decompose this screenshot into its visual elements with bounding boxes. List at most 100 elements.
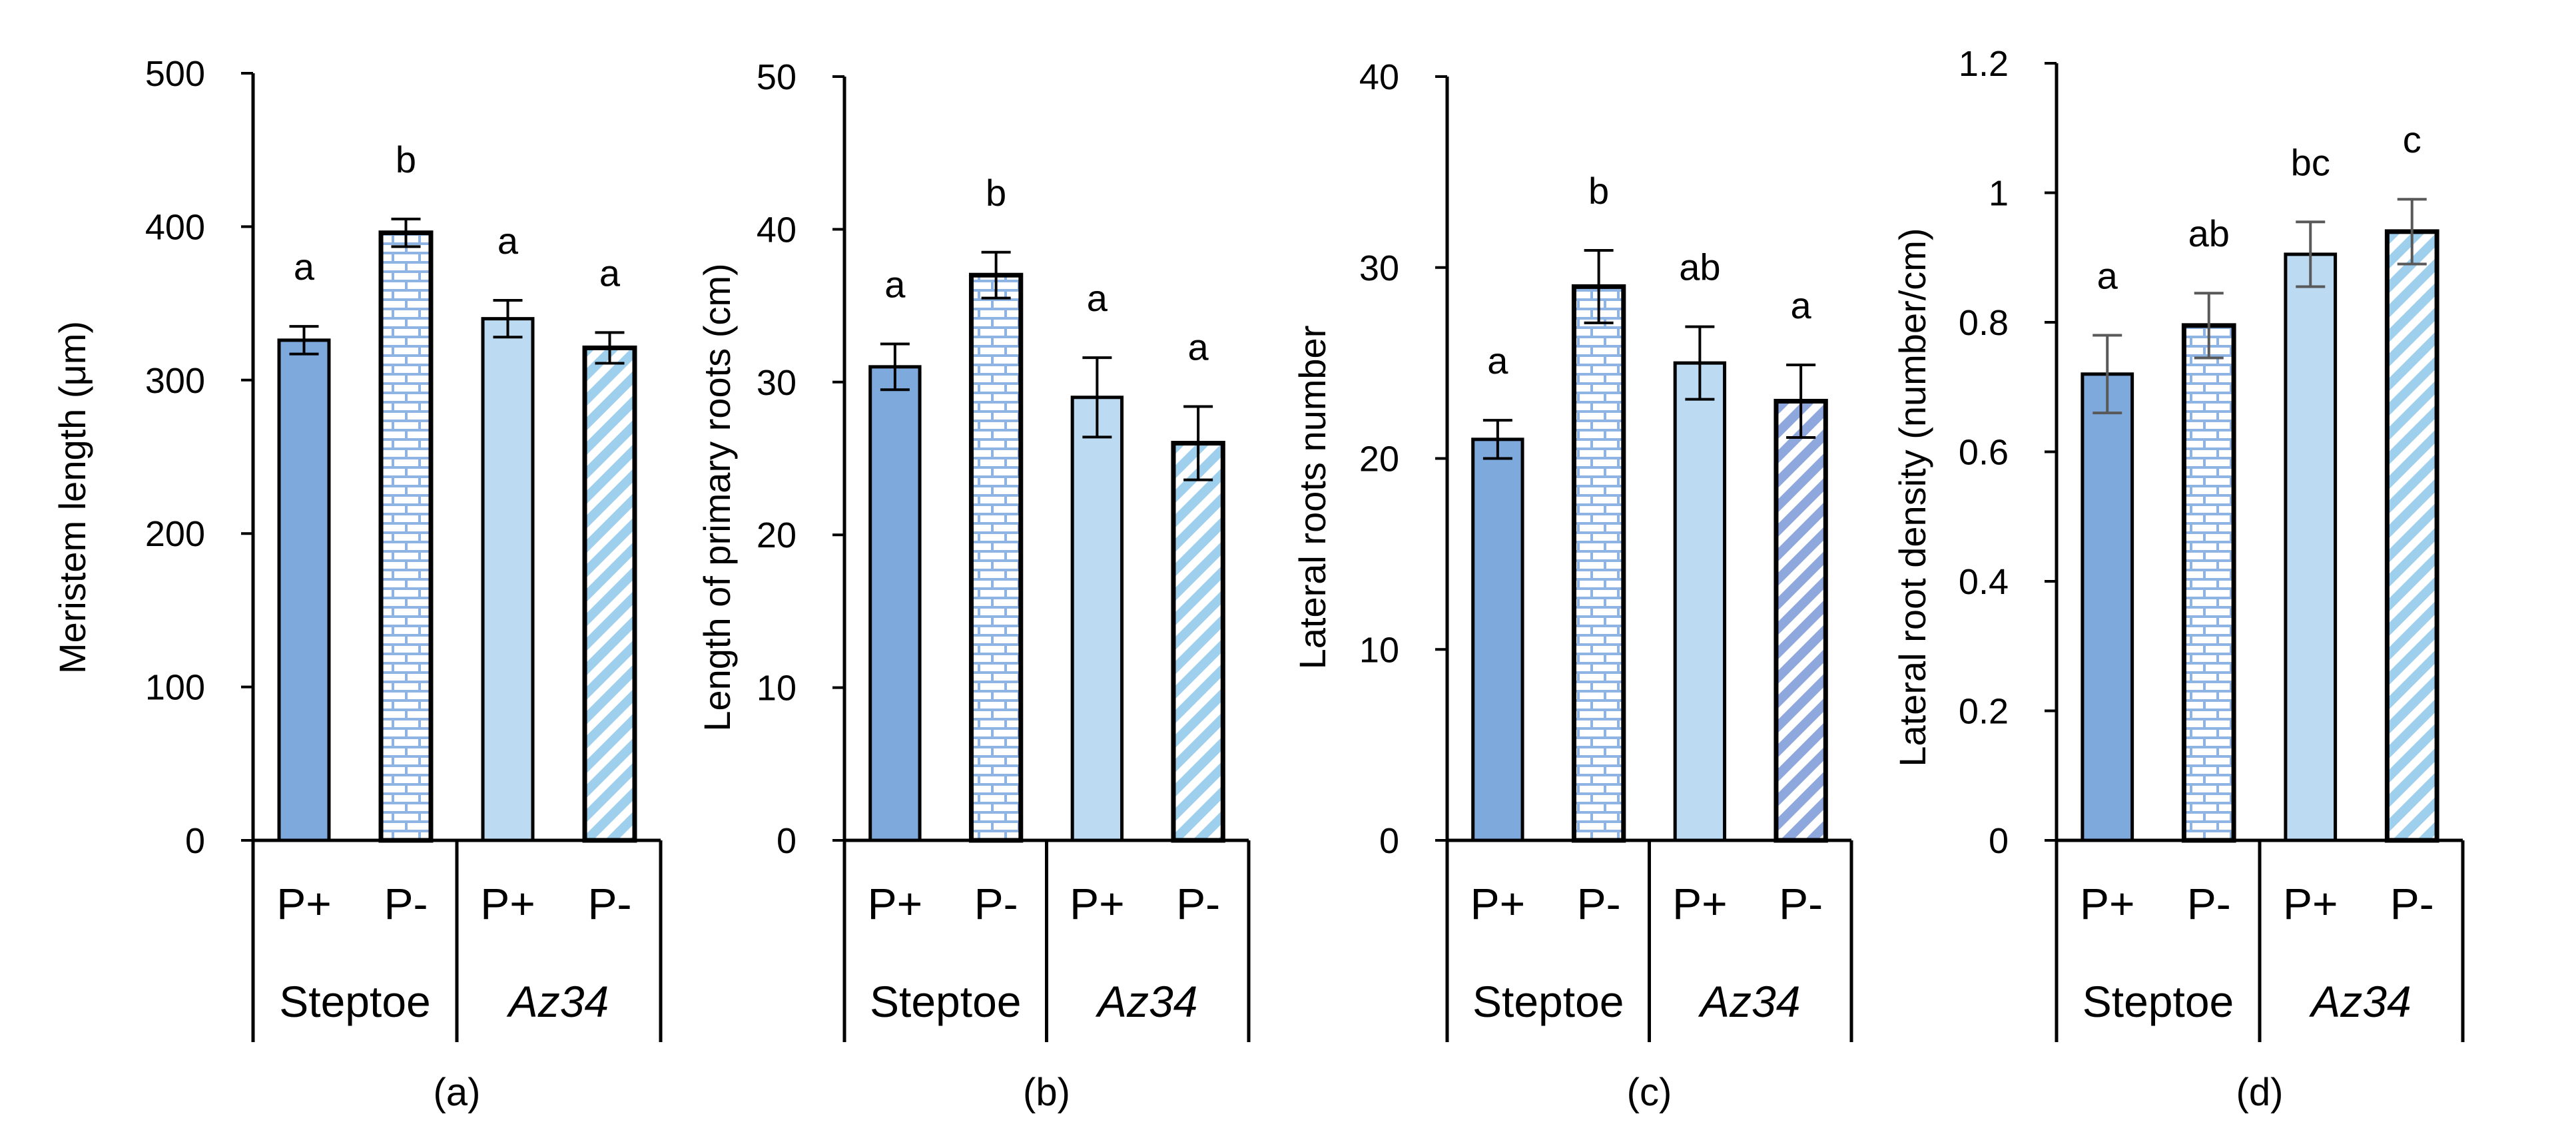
panel-b-category-label: P- [1176, 879, 1220, 928]
panel-c-sig-letter: b [1588, 170, 1609, 212]
panel-b-bar [868, 365, 922, 842]
panel-c-category-label: P- [1577, 879, 1621, 928]
panel-c-bar [1571, 284, 1626, 843]
panel-b-ytick-label: 40 [757, 210, 797, 250]
panel-d-ytick-label: 0.4 [1959, 562, 2009, 602]
panel-b-sig-letter: b [986, 172, 1006, 214]
panel-c-group-label: Az34 [1698, 977, 1800, 1026]
panel-c-bar [1673, 361, 1727, 842]
panel-b-sig-letter: a [884, 263, 906, 305]
panel-b-errorbar [1183, 405, 1213, 481]
panel-b-ytick-label: 10 [757, 669, 797, 709]
panel-a-category-label: P+ [480, 879, 535, 928]
panel-a-ylabel: Meristem length (μm) [51, 321, 93, 674]
panel-d-ytick-label: 0.6 [1959, 433, 2009, 473]
panel-a-sig-letter: a [599, 252, 621, 294]
panel-c-category-label: P+ [1672, 879, 1728, 928]
panel-c-ytick-label: 20 [1359, 439, 1399, 479]
panel-d-panel-label: (d) [2236, 1071, 2284, 1114]
panel-a-group-label: Az34 [506, 977, 609, 1026]
panel-a-category-label: P- [384, 879, 428, 928]
panel-c-bar [1773, 398, 1828, 843]
panel-d-bar [2181, 323, 2236, 843]
panel-a-errorbar [289, 325, 319, 356]
panel-b-category-label: P+ [1070, 879, 1125, 928]
panel-a-bar [481, 317, 535, 842]
panel-c-errorbar [1482, 419, 1512, 460]
panel-b-ytick-label: 50 [757, 57, 797, 97]
panel-b-errorbar [981, 250, 1011, 300]
panel-d-category-label: P- [2390, 879, 2434, 928]
panel-b: Length of primary roots (cm) 0 10 20 30 … [696, 57, 1251, 1114]
panel-b-bar [968, 272, 1024, 843]
panel-b-ytick-label: 20 [757, 515, 797, 555]
panel-a-bar [277, 338, 331, 842]
panel-a-yaxis: 0 100 200 300 400 500 [145, 54, 255, 861]
panel-c-ylabel: Lateral roots number [1291, 326, 1333, 670]
panel-b-errorbar [1082, 356, 1112, 439]
panel-d-category-label: P+ [2080, 879, 2135, 928]
panel-d-ylabel: Lateral root density (number/cm) [1891, 228, 1933, 766]
panel-a: Meristem length (μm) 0 100 200 300 400 5… [51, 54, 663, 1114]
panel-a-errorbar [595, 331, 625, 365]
panel-a-ytick-label: 200 [145, 514, 205, 554]
panel-b-ytick-label: 0 [777, 821, 797, 861]
panel-a-ytick-label: 500 [145, 54, 205, 94]
panel-a-ytick-label: 0 [185, 821, 205, 861]
panel-a-sig-letter: b [396, 139, 416, 180]
panel-d-group-label: Steptoe [2083, 977, 2234, 1026]
panel-b-group-label: Steptoe [870, 977, 1022, 1026]
panel-c-sig-letter: a [1791, 284, 1812, 326]
panel-d-sig-letter: a [2097, 254, 2118, 296]
panel-c-sig-letter: a [1487, 340, 1508, 382]
panel-d-errorbar [2296, 220, 2326, 288]
panel-b-group-label: Az34 [1095, 977, 1197, 1026]
panel-c-yaxis: 0 10 20 30 40 [1359, 57, 1449, 861]
panel-c-bar [1471, 437, 1524, 842]
panel-c-ytick-label: 40 [1359, 57, 1399, 97]
panel-d: Lateral root density (number/cm) 0 0.2 0… [1891, 44, 2465, 1114]
panel-b-panel-label: (b) [1023, 1071, 1070, 1114]
panel-d-errorbar [2194, 292, 2224, 360]
panel-d-sig-letter: c [2403, 119, 2421, 160]
panel-c-category-label: P- [1779, 879, 1823, 928]
panel-b-yaxis: 0 10 20 30 40 50 [757, 57, 846, 861]
panel-b-sig-letter: a [1087, 277, 1108, 319]
panel-c-errorbar [1685, 325, 1715, 401]
panel-a-bar [378, 230, 434, 843]
panel-d-ytick-label: 0 [1989, 821, 2009, 861]
panel-a-sig-letter: a [294, 246, 315, 288]
panel-c-panel-label: (c) [1627, 1071, 1672, 1114]
panel-d-ytick-label: 1.2 [1959, 44, 2009, 84]
panel-d-errorbar [2397, 198, 2427, 266]
panel-d-ytick-label: 0.2 [1959, 692, 2009, 732]
panel-c-ytick-label: 30 [1359, 248, 1399, 288]
panel-a-errorbar [391, 217, 421, 248]
panel-d-yaxis: 0 0.2 0.4 0.6 0.8 1 1.2 [1959, 44, 2059, 861]
panel-d-bar [2081, 372, 2134, 842]
panel-b-ytick-label: 30 [757, 363, 797, 403]
panel-b-errorbar [880, 342, 910, 392]
panel-b-sig-letter: a [1188, 326, 1209, 368]
panel-c-errorbar [1584, 248, 1614, 324]
panel-c-ytick-label: 0 [1379, 821, 1399, 861]
panel-c-ytick-label: 10 [1359, 630, 1399, 670]
panel-a-ytick-label: 300 [145, 361, 205, 401]
panel-b-ylabel: Length of primary roots (cm) [696, 263, 738, 731]
panel-d-sig-letter: ab [2188, 212, 2230, 254]
panel-c: Lateral roots number 0 10 20 30 40 a [1291, 57, 1853, 1114]
panel-d-group-label: Az34 [2308, 977, 2411, 1026]
panel-b-category-label: P+ [868, 879, 923, 928]
panel-c-errorbar [1786, 363, 1816, 439]
panel-d-bar [2384, 229, 2439, 843]
panel-a-category-label: P+ [276, 879, 332, 928]
panel-d-category-label: P- [2187, 879, 2231, 928]
panel-a-ytick-label: 400 [145, 207, 205, 247]
panel-a-panel-label: (a) [434, 1071, 481, 1114]
panel-d-ytick-label: 1 [1989, 174, 2009, 214]
panel-b-bar [1070, 396, 1124, 842]
panel-d-errorbar [2093, 334, 2122, 415]
panel-d-category-label: P+ [2283, 879, 2338, 928]
